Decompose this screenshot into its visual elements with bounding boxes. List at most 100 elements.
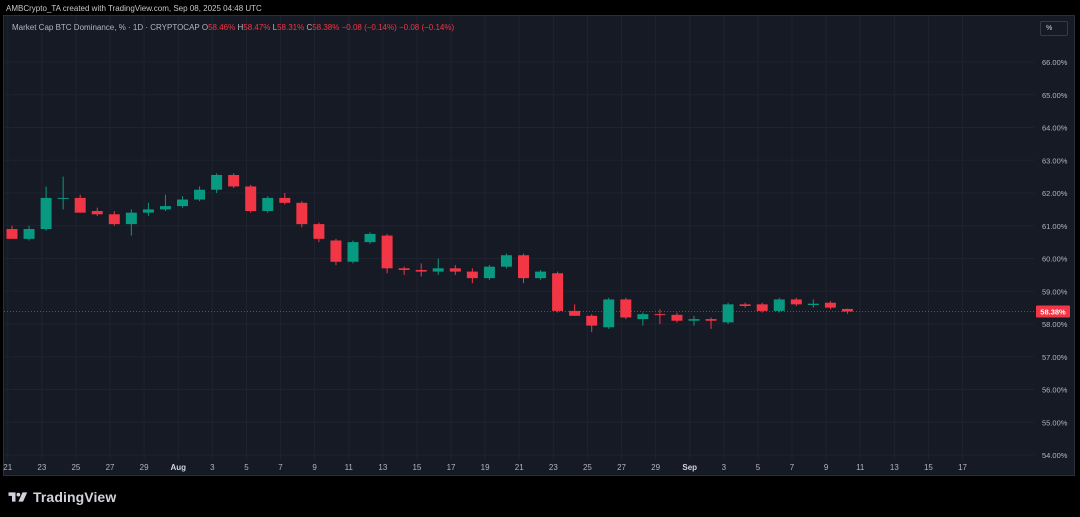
price-tick-label: 56.00%	[1042, 386, 1068, 395]
candles	[6, 173, 853, 333]
date-tick-label: 29	[140, 463, 149, 472]
price-tick-label: 61.00%	[1042, 222, 1068, 231]
chart-caption: AMBCrypto_TA created with TradingView.co…	[6, 4, 262, 13]
candle-body-up	[688, 319, 700, 321]
axes: 66.00% 65.00% 64.00% 63.00% 62.00% 61.00% 60.0…	[3, 58, 1070, 472]
legend-high-label: H	[237, 23, 244, 32]
candle-body-down	[381, 235, 393, 269]
price-tick-label: 59.00%	[1042, 287, 1068, 296]
date-tick-label: 11	[345, 463, 354, 472]
date-tick-label: 7	[278, 463, 283, 472]
grid-lines	[4, 16, 1034, 460]
price-tick-label: 63.00%	[1042, 156, 1068, 165]
legend-close-value: 58.38%	[312, 23, 340, 32]
candle-body-down	[620, 299, 632, 318]
candle-body-up	[603, 299, 615, 328]
legend-symbol: Market Cap BTC Dominance, % · 1D · CRYPT…	[12, 23, 200, 32]
candle-body-up	[500, 255, 512, 267]
candle-body-up	[773, 299, 785, 311]
candle-body-down	[671, 314, 683, 321]
candle-body-up	[125, 212, 137, 225]
candle-body-down	[841, 308, 853, 312]
candle-body-down	[705, 319, 717, 321]
date-tick-label: 11	[856, 463, 865, 472]
tradingview-wordmark: TradingView	[33, 489, 117, 505]
candle-body-up	[535, 271, 547, 279]
candle-body-up	[23, 229, 35, 239]
candle-body-up	[432, 268, 444, 272]
candle-body-down	[586, 315, 598, 326]
candle-body-up	[194, 189, 206, 200]
candle-body-down	[756, 304, 768, 311]
date-tick-label: 3	[722, 463, 727, 472]
candle-body-up	[177, 199, 188, 207]
percent-scale-button[interactable]: %	[1040, 21, 1068, 36]
date-tick-label: 3	[210, 463, 215, 472]
legend-high-value: 58.47%	[243, 23, 271, 32]
candle-body-up	[637, 314, 649, 320]
price-tick-label: 64.00%	[1042, 124, 1068, 133]
candle-body-down	[552, 273, 564, 311]
price-tick-label: 66.00%	[1042, 58, 1068, 67]
legend-low-value: 58.31%	[277, 23, 305, 32]
candle-body-up	[262, 197, 274, 212]
legend-change-2: −0.08 (−0.14%)	[399, 23, 455, 32]
candle-body-up	[57, 197, 69, 199]
legend-open-label: O	[201, 23, 209, 32]
candle-body-down	[654, 314, 666, 316]
candle-body-up	[159, 206, 171, 210]
tradingview-logo-icon	[8, 492, 28, 502]
candle-body-down	[74, 197, 86, 213]
candle-body-down	[398, 268, 410, 270]
date-tick-label: 9	[824, 463, 829, 472]
date-tick-label: 27	[106, 463, 115, 472]
date-tick-label: 25	[71, 463, 80, 472]
candle-body-up	[211, 174, 223, 190]
candle-body-down	[108, 214, 120, 225]
tradingview-logo[interactable]: TradingView	[8, 488, 116, 506]
date-tick-label: 23	[549, 463, 558, 472]
candle-body-down	[330, 240, 342, 262]
price-tick-label: 65.00%	[1042, 91, 1068, 100]
last-price-tag	[1036, 305, 1070, 318]
candle-body-down	[279, 197, 291, 203]
candle-body-down	[569, 310, 581, 316]
chart-pane[interactable]	[3, 15, 1075, 476]
price-tick-label: 60.00%	[1042, 255, 1068, 264]
candle-body-up	[364, 233, 376, 243]
candle-body-down	[466, 271, 478, 279]
date-tick-label: 19	[481, 463, 490, 472]
date-tick-label: 21	[515, 463, 524, 472]
date-tick-label: 5	[244, 463, 249, 472]
date-tick-label: 25	[583, 463, 592, 472]
candle-body-down	[313, 224, 325, 239]
price-tick-label: 62.00%	[1042, 189, 1068, 198]
date-tick-label: Aug	[170, 463, 186, 472]
legend-change: −0.08 (−0.14%)	[341, 23, 397, 32]
date-tick-label: Sep	[682, 463, 697, 472]
date-tick-label: 13	[890, 463, 899, 472]
legend-low-label: L	[272, 23, 278, 32]
price-tick-label: 57.00%	[1042, 353, 1068, 362]
candle-body-down	[824, 302, 836, 308]
symbol-legend: Market Cap BTC Dominance, % · 1D · CRYPT…	[12, 23, 454, 33]
footer-bar	[0, 477, 1080, 517]
candle-body-down	[790, 299, 802, 305]
legend-open-value: 58.46%	[208, 23, 236, 32]
date-tick-label: 21	[3, 463, 12, 472]
candle-body-down	[296, 202, 308, 225]
date-tick-label: 15	[924, 463, 933, 472]
price-tick-label: 54.00%	[1042, 451, 1068, 460]
date-tick-label: 17	[958, 463, 967, 472]
date-tick-label: 7	[790, 463, 795, 472]
candle-body-up	[40, 197, 52, 230]
date-tick-label: 23	[37, 463, 46, 472]
candle-body-down	[6, 229, 18, 239]
candle-body-up	[722, 304, 734, 323]
candle-body-down	[518, 255, 529, 279]
candle-body-down	[228, 174, 240, 187]
last-price-label: 58.38%	[1040, 308, 1066, 317]
candle-body-up	[807, 303, 819, 306]
candle-body-up	[483, 266, 495, 279]
